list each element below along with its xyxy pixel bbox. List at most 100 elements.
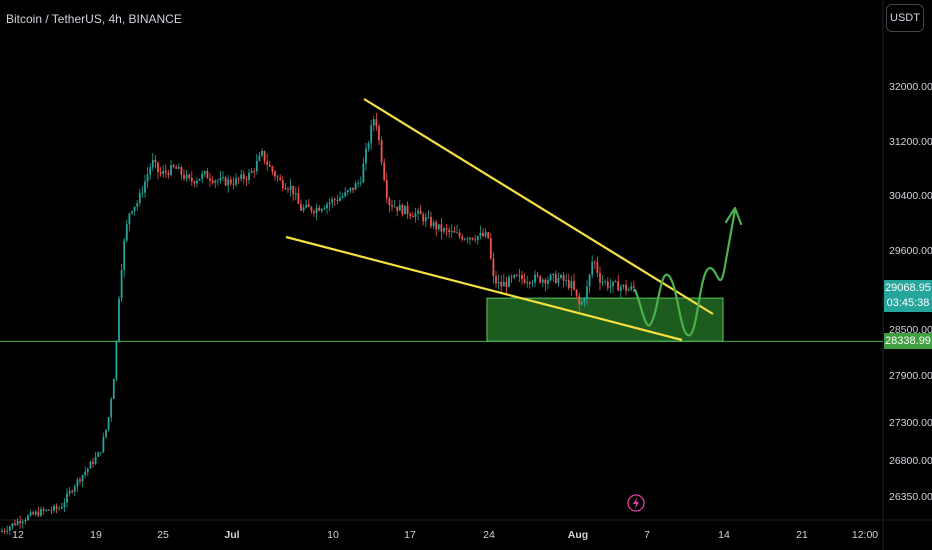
candle-body [492,258,495,277]
candle-body [606,281,609,288]
candle-body [250,171,253,173]
candle-body [500,281,503,287]
x-tick-label: 19 [90,529,102,541]
candle-body [354,183,357,190]
candle-body [448,229,451,232]
candle-body [310,207,313,212]
candle-body [614,281,617,282]
candle-body [214,180,217,183]
x-tick-label: Aug [568,529,588,541]
candle-body [513,274,516,278]
candle-body [487,232,490,239]
candle-body [146,174,149,182]
candle-body [482,232,484,237]
currency-button[interactable]: USDT [886,4,924,32]
candle-body [274,171,276,177]
candle-body [279,177,282,181]
candle-body [508,276,510,287]
candle-body [222,177,224,179]
candle-body [188,174,191,178]
candle-body [632,286,635,288]
candle-body [570,281,573,289]
current-price-label: 29068.95 03:45:38 [884,280,932,312]
candle-body [541,279,544,283]
candle-body [159,171,162,174]
candle-body [154,159,157,163]
candle-body [6,530,9,532]
candle-body [19,521,22,524]
x-tick-label: 21 [796,529,808,541]
candle-body [370,125,373,144]
y-tick-label: 29600.00 [889,245,932,257]
candle-body [157,162,159,172]
y-tick-label: 26350.00 [889,491,932,503]
y-tick-label: 27900.00 [889,370,932,382]
candle-body [627,289,630,291]
candle-body [352,187,354,190]
candle-body [554,273,557,284]
candle-body [362,163,365,183]
current-price-value: 29068.95 [885,282,931,294]
candle-body [190,177,193,182]
candle-body [502,282,505,287]
candle-body [115,340,118,380]
candle-body [235,178,237,185]
candle-body [385,179,388,199]
candle-body [292,185,295,195]
countdown-value: 03:45:38 [886,297,930,309]
candle-body [406,205,409,214]
candle-body [367,143,370,149]
x-tick-label: 24 [483,529,495,541]
candle-body [193,181,196,184]
candle-body [430,216,432,227]
candle-body [216,180,219,182]
candle-body [583,299,586,302]
candle-body [326,204,328,209]
candle-body [32,512,35,515]
candle-body [248,172,250,180]
candle-body [380,140,383,163]
candle-body [136,203,139,207]
candle-body [398,205,401,211]
candle-body [110,398,113,418]
candle-body [588,274,591,287]
candle-body [227,179,230,186]
candle-body [183,174,185,179]
candle-body [258,155,261,161]
candle-body [411,215,414,218]
candle-body [357,183,360,184]
candle-body [567,279,570,289]
candle-body [359,182,362,184]
candle-body [518,275,521,277]
candle-body [497,281,500,284]
candle-body [3,530,6,532]
lightning-icon[interactable] [627,494,645,512]
y-tick-label: 32000.00 [889,81,932,93]
candle-body [271,166,274,172]
candle-body [284,187,287,190]
candle-body [471,237,474,240]
candle-body [229,179,232,184]
candle-body [557,277,560,284]
candle-body [378,126,380,141]
candle-body [180,167,183,175]
candle-body [476,236,479,241]
candle-body [141,192,144,194]
candle-body [302,207,305,211]
candle-body [94,456,97,464]
candle-body [536,274,539,277]
candle-body [240,174,243,180]
candle-body [318,207,321,211]
candle-body [435,222,438,230]
candle-body [593,261,596,263]
x-tick-label: 10 [327,529,339,541]
x-tick-label: 25 [157,529,169,541]
candle-body [630,286,633,290]
candle-body [562,275,565,281]
x-tick-label: 12:00 [852,529,878,541]
candle-body [617,281,620,291]
candle-body [253,171,256,172]
candle-body [539,276,542,283]
x-tick-label: 12 [12,529,24,541]
